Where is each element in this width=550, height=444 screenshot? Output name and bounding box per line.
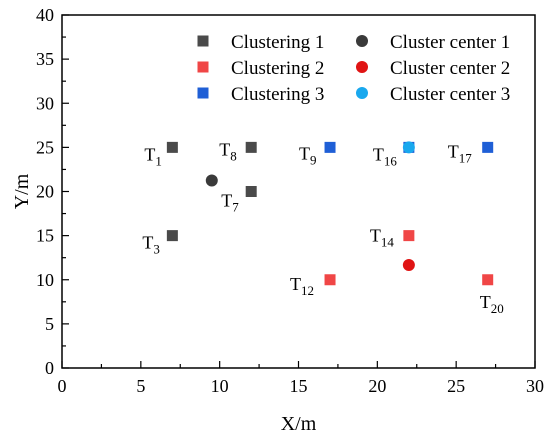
y-tick-label: 0 — [45, 358, 54, 378]
y-tick-label: 30 — [36, 93, 54, 113]
point-label: T1 — [144, 144, 162, 168]
point-label-subscript: 14 — [381, 235, 395, 250]
legend-label: Cluster center 1 — [390, 32, 510, 53]
legend-label: Cluster center 3 — [390, 84, 510, 105]
cluster-center-point — [205, 174, 218, 187]
point-label: T14 — [370, 226, 395, 250]
point-label: T7 — [221, 191, 239, 215]
data-point-square — [245, 141, 257, 153]
x-tick-label: 30 — [526, 376, 544, 396]
data-point-square — [324, 274, 336, 286]
point-label-subscript: 12 — [301, 283, 314, 298]
point-label-subscript: 1 — [155, 153, 162, 168]
data-point-square — [403, 230, 415, 242]
y-tick-label: 5 — [45, 314, 54, 334]
data-point-square — [166, 141, 178, 153]
point-label-subscript: 7 — [232, 200, 239, 215]
data-point-square — [166, 230, 178, 242]
point-label: T12 — [290, 274, 314, 298]
x-axis-label: X/m — [281, 413, 317, 435]
data-point-square — [324, 141, 336, 153]
y-tick-label: 25 — [36, 137, 54, 157]
legend-marker-square — [197, 35, 209, 47]
legend-label: Cluster center 2 — [390, 58, 510, 79]
data-point-square — [245, 186, 257, 197]
point-label-subscript: 20 — [491, 301, 504, 316]
legend-label: Clustering 3 — [231, 84, 324, 105]
legend-marker-circle — [356, 35, 368, 47]
x-tick-label: 15 — [290, 376, 308, 396]
data-point-square — [482, 141, 494, 153]
legend-label: Clustering 2 — [231, 58, 324, 79]
x-tick-label: 5 — [136, 376, 145, 396]
data-point-square — [482, 274, 494, 286]
point-label-subscript: 17 — [459, 150, 473, 165]
y-tick-label: 35 — [36, 49, 54, 69]
x-tick-label: 20 — [368, 376, 386, 396]
point-label: T20 — [480, 292, 504, 316]
axis-tick-labels: 0 5 10 15 20 25 30 0 5 10 15 20 25 30 35 40 — [36, 5, 544, 396]
cluster-center-point — [402, 259, 415, 272]
y-tick-label: 15 — [36, 226, 54, 246]
point-label: T17 — [448, 141, 473, 165]
y-tick-label: 40 — [36, 5, 54, 25]
x-tick-label: 0 — [58, 376, 67, 396]
legend: Clustering 1 Clustering 2 Clustering 3 Clus… — [197, 32, 510, 105]
point-label-subscript: 16 — [384, 153, 398, 168]
legend-label: Clustering 1 — [231, 32, 324, 53]
y-axis-label: Y/m — [11, 173, 33, 209]
legend-marker-square — [197, 61, 209, 73]
point-label-subscript: 9 — [310, 152, 317, 167]
point-label-subscript: 8 — [230, 148, 237, 163]
point-labels: T1 T8 T7 T3 T14 T12 T20 T9 T16 T17 — [142, 139, 503, 315]
legend-marker-square — [197, 87, 209, 99]
point-label: T16 — [373, 144, 398, 168]
legend-marker-circle — [356, 87, 368, 99]
axis-ticks — [61, 14, 536, 369]
point-label: T8 — [219, 139, 237, 163]
x-tick-label: 10 — [211, 376, 229, 396]
point-label-subscript: 3 — [153, 242, 160, 257]
legend-marker-circle — [356, 61, 368, 73]
cluster-center-point — [402, 141, 415, 154]
y-tick-label: 20 — [36, 182, 54, 202]
point-label: T3 — [142, 233, 160, 257]
point-label: T9 — [299, 143, 317, 167]
y-tick-label: 10 — [36, 270, 54, 290]
x-tick-label: 25 — [447, 376, 465, 396]
data-points — [166, 141, 494, 286]
